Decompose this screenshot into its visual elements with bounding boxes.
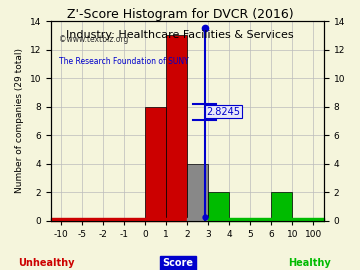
Text: Z'-Score Histogram for DVCR (2016): Z'-Score Histogram for DVCR (2016): [67, 8, 293, 21]
Text: Score: Score: [163, 258, 194, 268]
Bar: [208, 192, 229, 221]
Bar: [187, 218, 208, 221]
Y-axis label: Number of companies (29 total): Number of companies (29 total): [15, 49, 24, 194]
Bar: [208, 218, 324, 221]
Bar: [187, 164, 208, 221]
Text: 2.8245: 2.8245: [206, 107, 240, 117]
Text: Unhealthy: Unhealthy: [19, 258, 75, 268]
Bar: [166, 35, 187, 221]
Bar: [145, 107, 166, 221]
Bar: [271, 192, 292, 221]
Text: Healthy: Healthy: [288, 258, 331, 268]
Text: ©www.textbiz.org: ©www.textbiz.org: [59, 35, 129, 44]
Text: The Research Foundation of SUNY: The Research Foundation of SUNY: [59, 57, 189, 66]
Text: Industry: Healthcare Facilities & Services: Industry: Healthcare Facilities & Servic…: [66, 30, 294, 40]
Bar: [51, 218, 187, 221]
